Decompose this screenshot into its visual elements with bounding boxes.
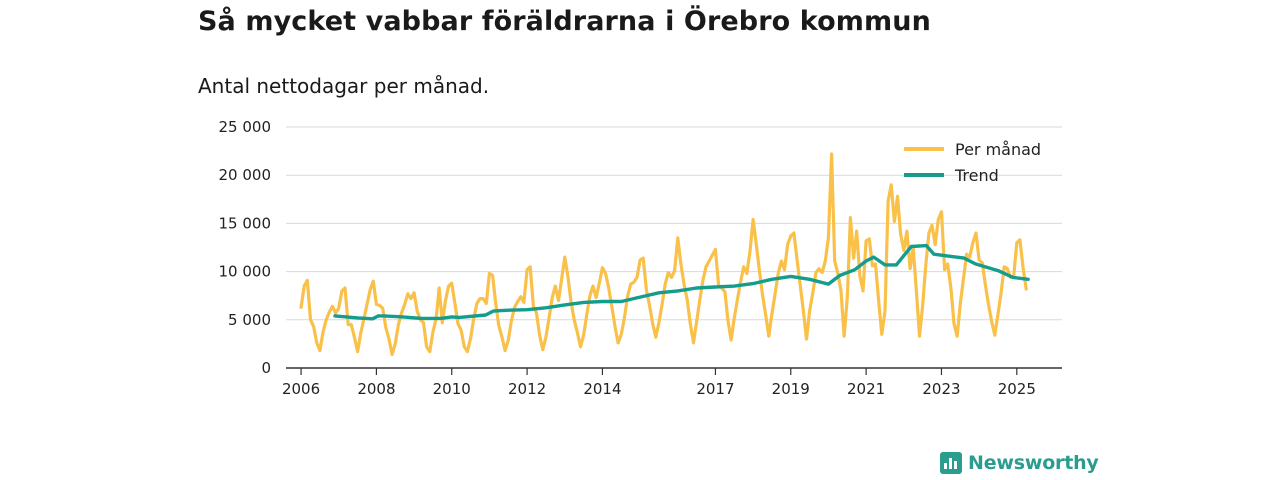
x-axis-ticks: 2006 2008 2010 2012 2014 2017 2019 2021 2023 2025 [282,368,1036,398]
x-tick-label: 2017 [696,380,734,398]
y-tick-label: 15 000 [219,214,272,232]
chart-subtitle: Antal nettodagar per månad. [198,74,490,98]
y-tick-label: 10 000 [219,263,272,281]
series-line-trend [333,243,1030,321]
x-tick-label: 2023 [922,380,960,398]
y-tick-label: 20 000 [219,166,272,184]
x-tick-label: 2025 [998,380,1036,398]
y-tick-label: 0 [261,359,271,377]
newsworthy-logo-icon [940,452,962,474]
newsworthy-brand: Newsworthy [940,452,1099,474]
legend: Per månad Trend [904,140,1041,185]
x-tick-label: 2019 [772,380,810,398]
y-tick-label: 5 000 [228,311,271,329]
y-axis-ticks: 0 5 000 10 000 15 000 20 000 25 000 [219,118,272,377]
gridlines [286,126,1062,369]
legend-label-trend: Trend [954,166,999,185]
series-layer [299,152,1030,357]
brand-name: Newsworthy [968,452,1099,474]
x-tick-label: 2008 [357,380,395,398]
x-tick-label: 2021 [847,380,885,398]
x-tick-label: 2012 [508,380,546,398]
series-line-per-manad [299,152,1028,357]
x-tick-label: 2006 [282,380,320,398]
x-tick-label: 2010 [433,380,471,398]
legend-label-per-manad: Per månad [955,140,1041,159]
y-tick-label: 25 000 [219,118,272,136]
chart-title: Så mycket vabbar föräldrarna i Örebro ko… [198,6,931,37]
x-tick-label: 2014 [583,380,621,398]
